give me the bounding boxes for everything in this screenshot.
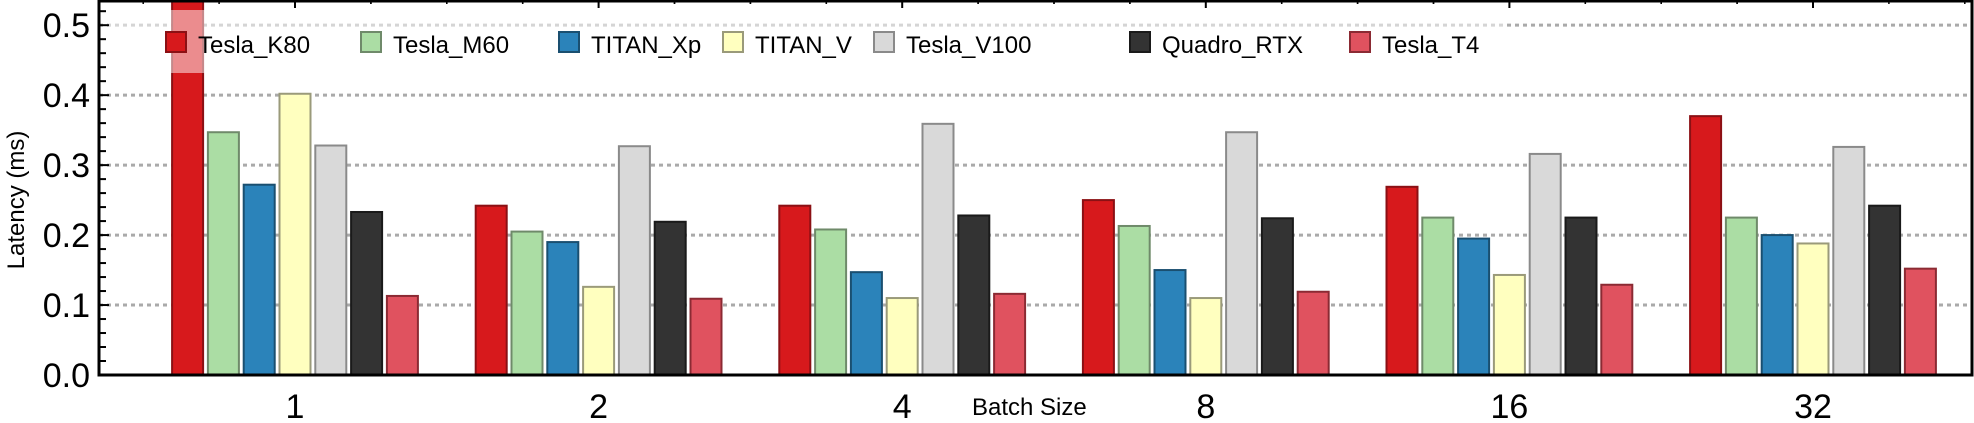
legend-label: Tesla_V100 <box>906 32 1031 59</box>
bar-quadro-rtx-batch-32 <box>1868 204 1902 376</box>
legend-background <box>108 10 1503 73</box>
x-tick-label: 32 <box>1794 388 1832 423</box>
legend: Tesla_K80 Tesla_M60 TITAN_Xp TITAN_V Tesla_V… <box>108 10 1503 73</box>
x-tick-label: 4 <box>893 388 912 423</box>
bar-tesla-v100-batch-16 <box>1528 152 1562 376</box>
bar-tesla-v100-batch-1 <box>314 144 348 376</box>
legend-label: Tesla_K80 <box>198 32 310 59</box>
legend-swatch-tesla-m60 <box>360 31 382 53</box>
bar-tesla-t4-batch-8 <box>1296 290 1330 377</box>
bar-tesla-t4-batch-32 <box>1903 267 1937 376</box>
legend-label: TITAN_V <box>755 32 852 59</box>
bar-titan-v-batch-16 <box>1492 273 1526 377</box>
legend-swatch-titan-xp <box>558 31 580 53</box>
bar-titan-v-batch-32 <box>1796 242 1830 376</box>
bar-tesla-v100-batch-2 <box>617 145 651 376</box>
bar-titan-v-batch-2 <box>582 285 616 376</box>
bar-tesla-t4-batch-2 <box>689 297 723 376</box>
x-tick-label: 8 <box>1196 388 1215 423</box>
plot-frame <box>97 0 1974 377</box>
bar-quadro-rtx-batch-2 <box>653 220 687 376</box>
bar-tesla-k80-batch-2 <box>474 204 508 376</box>
bar-tesla-m60-batch-16 <box>1421 216 1455 376</box>
bar-titan-xp-batch-1 <box>242 183 276 376</box>
bar-quadro-rtx-batch-16 <box>1564 216 1598 376</box>
bar-tesla-t4-batch-16 <box>1600 283 1634 377</box>
bar-quadro-rtx-batch-4 <box>957 214 991 376</box>
y-tick-label: 0.5 <box>43 7 90 45</box>
y-tick-label: 0.0 <box>43 357 90 395</box>
x-tick-label: 1 <box>286 388 305 423</box>
bar-tesla-k80-batch-4 <box>778 204 812 376</box>
legend-label: TITAN_Xp <box>591 32 701 59</box>
y-tick-labels: 0.0 0.1 0.2 0.3 0.4 0.5 <box>43 7 90 395</box>
legend-label: Tesla_T4 <box>1382 32 1479 59</box>
bar-titan-v-batch-4 <box>885 297 919 376</box>
bar-tesla-k80-batch-16 <box>1385 185 1419 376</box>
bar-titan-xp-batch-16 <box>1457 237 1491 376</box>
y-tick-label: 0.2 <box>43 217 90 255</box>
bar-tesla-m60-batch-32 <box>1724 216 1758 376</box>
bar-titan-xp-batch-32 <box>1760 234 1794 376</box>
bar-tesla-v100-batch-32 <box>1832 145 1866 376</box>
y-tick-label: 0.1 <box>43 287 90 325</box>
y-axis-title: Latency (ms) <box>3 131 30 270</box>
bar-tesla-v100-batch-8 <box>1225 131 1259 376</box>
legend-label: Quadro_RTX <box>1162 32 1303 59</box>
y-tick-label: 0.3 <box>43 147 90 185</box>
bar-quadro-rtx-batch-1 <box>350 210 384 376</box>
bar-tesla-t4-batch-1 <box>385 294 419 377</box>
bar-titan-xp-batch-2 <box>546 241 580 376</box>
x-axis-title: Batch Size <box>972 394 1087 421</box>
bar-titan-v-batch-8 <box>1189 297 1223 376</box>
bar-tesla-m60-batch-4 <box>814 228 848 376</box>
legend-swatch-tesla-v100 <box>873 31 895 53</box>
legend-swatch-quadro-rtx <box>1129 31 1151 53</box>
bar-tesla-k80-batch-32 <box>1689 115 1723 376</box>
bar-tesla-k80-batch-8 <box>1081 199 1115 376</box>
x-tick-label: 16 <box>1490 388 1528 423</box>
legend-swatch-tesla-k80 <box>165 31 187 53</box>
bar-titan-xp-batch-4 <box>849 271 883 376</box>
bar-quadro-rtx-batch-8 <box>1260 217 1294 376</box>
legend-swatch-tesla-t4 <box>1349 31 1371 53</box>
x-tick-label: 2 <box>589 388 608 423</box>
bar-tesla-t4-batch-4 <box>993 292 1027 377</box>
y-tick-label: 0.4 <box>43 77 90 115</box>
bar-tesla-m60-batch-8 <box>1117 224 1151 376</box>
axes <box>97 0 1974 377</box>
bar-titan-xp-batch-8 <box>1153 269 1187 376</box>
bar-tesla-m60-batch-2 <box>510 230 544 376</box>
bar-titan-v-batch-1 <box>278 92 312 376</box>
bar-tesla-m60-batch-1 <box>206 131 240 376</box>
legend-label: Tesla_M60 <box>393 32 509 59</box>
x-tick-labels: 1 2 4 8 16 32 <box>286 388 1832 423</box>
legend-swatch-titan-v <box>722 31 744 53</box>
bar-tesla-v100-batch-4 <box>921 122 955 376</box>
